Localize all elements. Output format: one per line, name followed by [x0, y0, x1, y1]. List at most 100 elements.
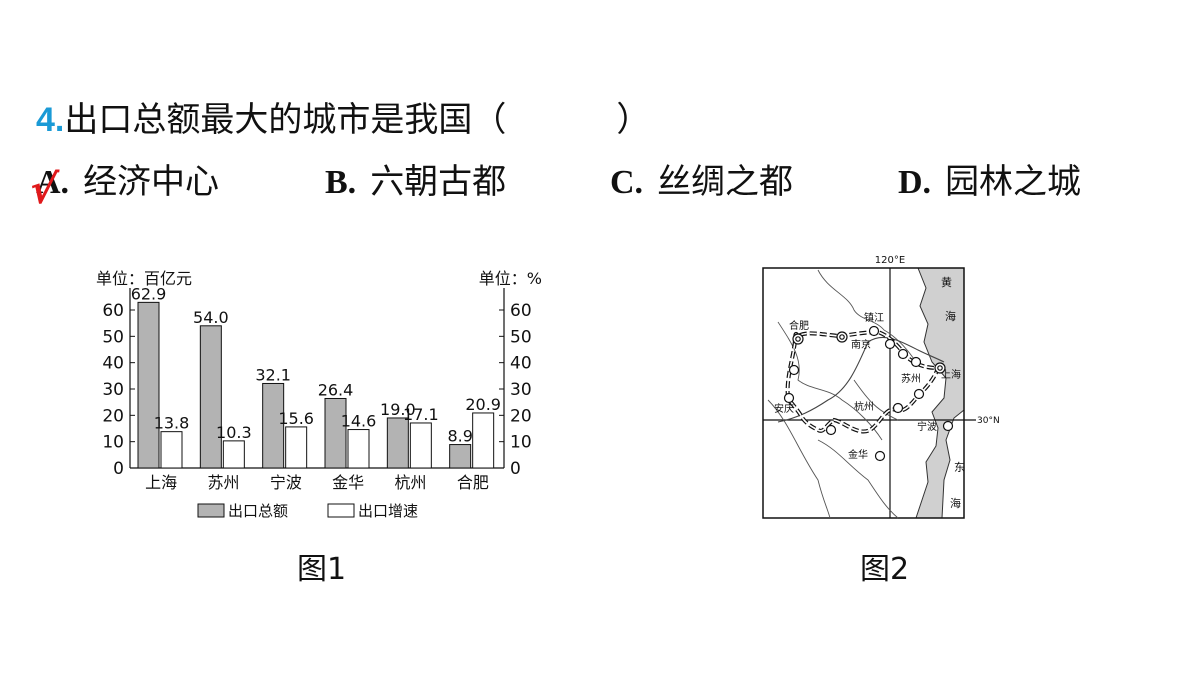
left-tick-label: 60 [102, 301, 124, 321]
city-anqing-marker [783, 392, 795, 404]
city-label-hefei: 合肥 [789, 319, 809, 332]
data-label: 54.0 [193, 308, 229, 327]
city-hangzhou-marker [892, 402, 904, 414]
category-label: 杭州 [394, 473, 426, 492]
category-label: 上海 [145, 473, 177, 492]
city-node-3 [913, 388, 925, 400]
left-tick-label: 10 [102, 433, 124, 453]
option-c-text: 丝绸之都 [657, 162, 794, 202]
city-ningbo-marker [942, 420, 954, 432]
left-tick-label: 50 [102, 327, 124, 347]
yangtze-delta-map: 120°E 30°N 合肥 南京 镇江 苏州 上海 杭州 安庆 宁波 金华 黄 … [762, 255, 1000, 519]
option-a-letter: A. [36, 164, 70, 201]
right-axis-unit: 单位：% [479, 269, 542, 288]
bar-export-total [137, 301, 160, 469]
city-nanjing-marker [836, 331, 848, 343]
right-tick-label: 50 [510, 327, 532, 347]
question-text: 出口总额最大的城市是我国（ [64, 100, 507, 140]
sea-label-1: 黄 [941, 275, 952, 289]
option-c[interactable]: C. 丝绸之都 [610, 160, 793, 205]
data-label: 17.1 [403, 405, 439, 424]
option-c-letter: C. [610, 164, 644, 201]
bar-export-growth [160, 431, 183, 469]
city-label-suzhou: 苏州 [901, 372, 921, 385]
bar-export-growth [285, 426, 308, 469]
city-label-zhenjiang: 镇江 [864, 311, 884, 324]
right-tick-label: 30 [510, 380, 532, 400]
question-stem: 4.出口总额最大的城市是我国（ ） [36, 98, 650, 142]
city-label-shanghai: 上海 [941, 368, 961, 381]
option-d[interactable]: D. 园林之城 [898, 160, 1081, 205]
category-label: 苏州 [207, 473, 239, 492]
figure1-caption: 图1 [297, 552, 347, 587]
sea-label-2: 海 [945, 309, 956, 323]
data-label: 13.8 [154, 414, 190, 433]
left-tick-label: 0 [113, 459, 124, 479]
bar-export-total [386, 417, 409, 469]
question-number: 4. [36, 101, 65, 139]
option-d-letter: D. [898, 164, 932, 201]
data-label: 62.9 [131, 284, 167, 303]
data-label: 19.0 [380, 400, 416, 419]
option-b[interactable]: B. 六朝古都 [325, 160, 506, 205]
option-b-letter: B. [325, 164, 357, 201]
right-tick-label: 0 [510, 459, 521, 479]
option-d-text: 园林之城 [945, 162, 1082, 202]
option-a-text: 经济中心 [83, 162, 220, 202]
province-borders [767, 269, 917, 519]
bar-export-total [199, 325, 222, 469]
answer-check-mark: √ [26, 167, 60, 213]
data-label: 32.1 [255, 365, 291, 384]
bar-export-growth [222, 440, 245, 469]
city-node-1 [884, 338, 896, 350]
bar-export-growth [409, 422, 432, 469]
yangtze-river [777, 336, 945, 423]
bar-export-total [324, 397, 347, 469]
bar-export-growth [347, 429, 370, 469]
legend-swatch [197, 503, 225, 518]
option-b-text: 六朝古都 [370, 162, 507, 202]
data-label: 10.3 [216, 423, 252, 442]
city-shanghai-marker [934, 362, 946, 374]
latitude-label: 30°N [977, 416, 1000, 426]
sea-label-4: 海 [950, 496, 961, 510]
legend-swatch [327, 503, 355, 518]
city-label-ningbo: 宁波 [917, 420, 937, 433]
sea-label-3: 东 [954, 461, 965, 474]
bar-export-growth [472, 412, 495, 469]
option-a[interactable]: A. 经济中心 [36, 160, 219, 205]
left-tick-label: 40 [102, 354, 124, 374]
city-label-jinhua: 金华 [848, 448, 868, 461]
city-hefei-marker [792, 333, 804, 345]
category-label: 合肥 [457, 473, 489, 492]
city-suzhou-marker [910, 356, 922, 368]
city-jinhua-marker [874, 450, 886, 462]
export-bar-chart: 单位：百亿元 单位：% 0 0 10 10 20 20 30 30 40 40 50 50 60 60 6… [96, 269, 542, 520]
data-label: 20.9 [465, 395, 501, 414]
city-label-anqing: 安庆 [774, 402, 794, 415]
city-node-2 [897, 348, 909, 360]
city-node-5 [825, 424, 837, 436]
figure2-caption: 图2 [860, 552, 910, 587]
right-tick-label: 60 [510, 301, 532, 321]
data-label: 8.9 [447, 427, 472, 446]
bar-export-total [449, 444, 472, 469]
legend-label: 出口增速 [358, 502, 418, 520]
category-label: 宁波 [270, 473, 302, 492]
data-label: 26.4 [318, 380, 354, 399]
sea-area [915, 267, 965, 519]
data-label: 14.6 [341, 412, 377, 431]
map-frame [762, 267, 965, 519]
question-close-paren: ） [616, 100, 651, 140]
city-label-nanjing: 南京 [851, 338, 871, 351]
left-tick-label: 20 [102, 406, 124, 426]
city-node-4 [788, 364, 800, 376]
right-tick-label: 10 [510, 433, 532, 453]
category-label: 金华 [332, 473, 364, 492]
left-axis-unit: 单位：百亿元 [96, 269, 192, 288]
left-tick-label: 30 [102, 380, 124, 400]
city-zhenjiang-marker [868, 325, 880, 337]
longitude-label: 120°E [875, 255, 905, 266]
city-label-hangzhou: 杭州 [854, 400, 874, 413]
right-tick-label: 20 [510, 406, 532, 426]
